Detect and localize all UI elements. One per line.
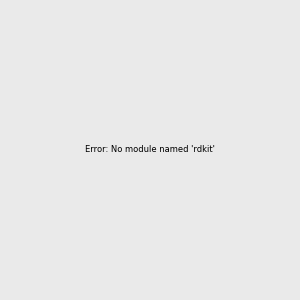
Text: Error: No module named 'rdkit': Error: No module named 'rdkit' — [85, 146, 215, 154]
